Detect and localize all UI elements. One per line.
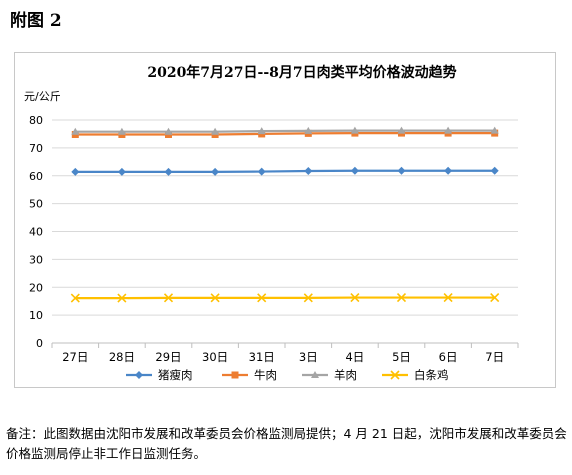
data-point xyxy=(396,292,407,303)
data-point xyxy=(257,293,267,303)
data-point xyxy=(490,166,499,175)
chart-frame xyxy=(14,52,556,388)
series-line xyxy=(75,129,495,133)
x-tick-label: 5日 xyxy=(392,350,411,364)
x-tick-label: 27日 xyxy=(62,350,88,364)
y-axis-label: 元/公斤 xyxy=(24,90,61,103)
data-point xyxy=(117,127,126,135)
legend-label: 羊肉 xyxy=(334,368,357,382)
x-tick-label: 7日 xyxy=(485,350,504,364)
page-heading: 附图 2 xyxy=(10,11,62,31)
data-point xyxy=(164,127,173,135)
y-tick-label: 70 xyxy=(29,142,43,155)
y-tick-label: 80 xyxy=(29,114,43,127)
x-tick-label: 31日 xyxy=(249,350,275,364)
legend-label: 白条鸡 xyxy=(414,368,449,382)
data-point xyxy=(443,292,453,303)
legend: 猪瘦肉 牛肉 羊肉 白条鸡 xyxy=(126,368,449,382)
legend-swatch-marker xyxy=(390,370,400,380)
data-point xyxy=(211,167,220,176)
gridlines xyxy=(52,119,518,316)
axes: 0 10 20 30 40 50 60 70 80 27日 28日 29日 30日 31日 3日 4日 5日 6日… xyxy=(29,114,519,364)
data-point xyxy=(304,167,313,176)
data-point xyxy=(164,167,173,176)
data-point xyxy=(350,292,360,303)
legend-label: 牛肉 xyxy=(254,368,277,382)
y-tick-label: 30 xyxy=(29,253,43,266)
data-point xyxy=(257,167,266,176)
data-point xyxy=(303,293,313,303)
data-point xyxy=(397,126,406,134)
data-point xyxy=(71,167,80,176)
legend-item: 羊肉 xyxy=(302,368,357,382)
series-3 xyxy=(71,126,499,135)
x-tick-label: 28日 xyxy=(109,350,135,364)
series-1 xyxy=(71,166,499,176)
y-tick-label: 60 xyxy=(29,170,43,183)
y-tick-label: 20 xyxy=(29,281,43,294)
data-point xyxy=(350,166,359,175)
data-point xyxy=(163,293,174,303)
data-point xyxy=(211,127,220,135)
series-group xyxy=(70,126,500,303)
legend-swatch-marker xyxy=(311,371,319,378)
y-tick-label: 10 xyxy=(29,309,43,322)
y-tick-label: 50 xyxy=(29,198,43,211)
series-line xyxy=(75,296,495,300)
data-point xyxy=(444,166,453,175)
legend-item: 猪瘦肉 xyxy=(126,368,193,382)
data-point xyxy=(117,167,126,176)
y-tick-label: 40 xyxy=(29,226,43,239)
data-point xyxy=(257,127,266,135)
line-chart: 2020年7月27日--8月7日肉类平均价格波动趋势 元/公斤 0 10 20 30 4… xyxy=(24,64,519,382)
data-point xyxy=(70,293,80,303)
x-tick-label: 3日 xyxy=(299,350,318,364)
x-tick-label: 30日 xyxy=(202,350,228,364)
data-point xyxy=(397,166,406,175)
legend-item: 牛肉 xyxy=(222,368,277,382)
footnote: 备注：此图数据由沈阳市发展和改革委员会价格监测局提供；4 月 21 日起，沈阳市… xyxy=(6,426,567,461)
data-point xyxy=(117,293,127,303)
y-tick-label: 0 xyxy=(36,337,43,350)
data-point xyxy=(490,126,499,134)
data-point xyxy=(210,293,220,303)
x-tick-label: 4日 xyxy=(345,350,364,364)
data-point xyxy=(490,292,500,303)
legend-label: 猪瘦肉 xyxy=(158,368,193,382)
data-point xyxy=(444,126,453,134)
data-point xyxy=(350,126,359,134)
series-line xyxy=(75,132,495,136)
legend-swatch-marker xyxy=(135,371,143,379)
series-line xyxy=(75,169,495,173)
data-point xyxy=(71,127,80,135)
x-tick-label: 29日 xyxy=(155,350,181,364)
legend-swatch-marker xyxy=(231,371,239,379)
x-tick-label: 6日 xyxy=(439,350,458,364)
legend-item: 白条鸡 xyxy=(382,368,449,382)
series-4 xyxy=(70,292,500,303)
data-point xyxy=(304,126,313,134)
chart-title: 2020年7月27日--8月7日肉类平均价格波动趋势 xyxy=(147,64,456,81)
